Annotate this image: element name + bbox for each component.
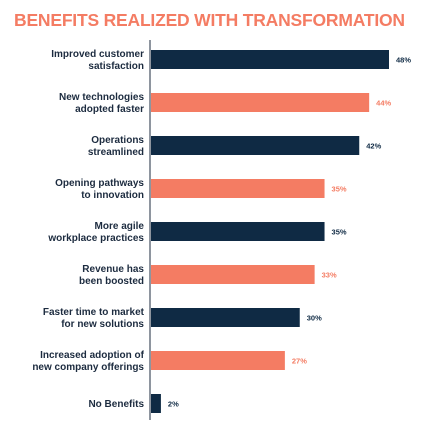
category-label-line: Increased adoption of bbox=[40, 350, 145, 361]
bar bbox=[151, 222, 325, 241]
category-label-line: workplace practices bbox=[47, 233, 144, 244]
bar bbox=[151, 265, 315, 284]
category-label-line: to innovation bbox=[81, 190, 144, 201]
bar-value-label: 30% bbox=[307, 314, 322, 323]
category-label: Increased adoption of new company offerin… bbox=[32, 350, 144, 373]
category-label: Opening pathways to innovation bbox=[55, 178, 144, 201]
category-label-line: been boosted bbox=[79, 276, 144, 287]
category-label-line: for new solutions bbox=[61, 319, 144, 330]
category-label: More agile workplace practices bbox=[47, 221, 144, 244]
category-label: Operations streamlined bbox=[88, 135, 145, 158]
category-label-line: Operations bbox=[91, 135, 144, 146]
category-label: Revenue has been boosted bbox=[79, 264, 144, 287]
bar-value-label: 44% bbox=[376, 99, 391, 108]
bar bbox=[151, 50, 389, 69]
category-label-line: adopted faster bbox=[75, 104, 144, 115]
category-label: Faster time to market for new solutions bbox=[43, 307, 145, 330]
bar bbox=[151, 136, 360, 155]
chart-title: BENEFITS REALIZED WITH TRANSFORMATION bbox=[14, 10, 405, 30]
category-label-line: Opening pathways bbox=[55, 178, 144, 189]
bar-value-label: 35% bbox=[332, 185, 347, 194]
bar-value-label: 48% bbox=[396, 56, 411, 65]
category-label-line: Faster time to market bbox=[43, 307, 145, 318]
bar-value-label: 33% bbox=[322, 271, 337, 280]
category-label-line: streamlined bbox=[88, 147, 144, 158]
category-label-line: satisfaction bbox=[88, 61, 144, 72]
category-label-line: New technologies bbox=[59, 92, 144, 103]
category-label-line: Improved customer bbox=[51, 49, 144, 60]
bar bbox=[151, 394, 161, 413]
category-label: No Benefits bbox=[88, 399, 144, 410]
category-label-line: More agile bbox=[95, 221, 145, 232]
bar bbox=[151, 93, 370, 112]
bar-value-label: 27% bbox=[292, 357, 307, 366]
category-label: New technologies adopted faster bbox=[59, 92, 144, 115]
bar bbox=[151, 351, 285, 370]
category-label-line: Revenue has bbox=[82, 264, 144, 275]
bar bbox=[151, 179, 325, 198]
bar-value-label: 35% bbox=[332, 228, 347, 237]
bar-value-label: 42% bbox=[366, 142, 381, 151]
category-label-line: No Benefits bbox=[88, 399, 144, 410]
bar-value-label: 2% bbox=[168, 400, 179, 409]
bar bbox=[151, 308, 300, 327]
category-label-line: new company offerings bbox=[32, 362, 144, 373]
category-label: Improved customer satisfaction bbox=[51, 49, 144, 72]
